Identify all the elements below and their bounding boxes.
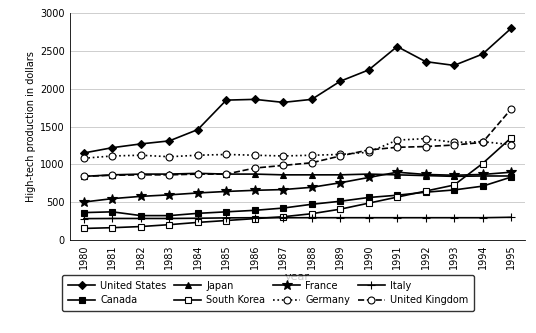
Y-axis label: High-tech production in dollars: High-tech production in dollars xyxy=(26,51,36,202)
Legend: United States, Canada, Japan, South Korea, France, Germany, Italy, United Kingdo: United States, Canada, Japan, South Kore… xyxy=(62,275,474,311)
X-axis label: year: year xyxy=(285,272,310,282)
